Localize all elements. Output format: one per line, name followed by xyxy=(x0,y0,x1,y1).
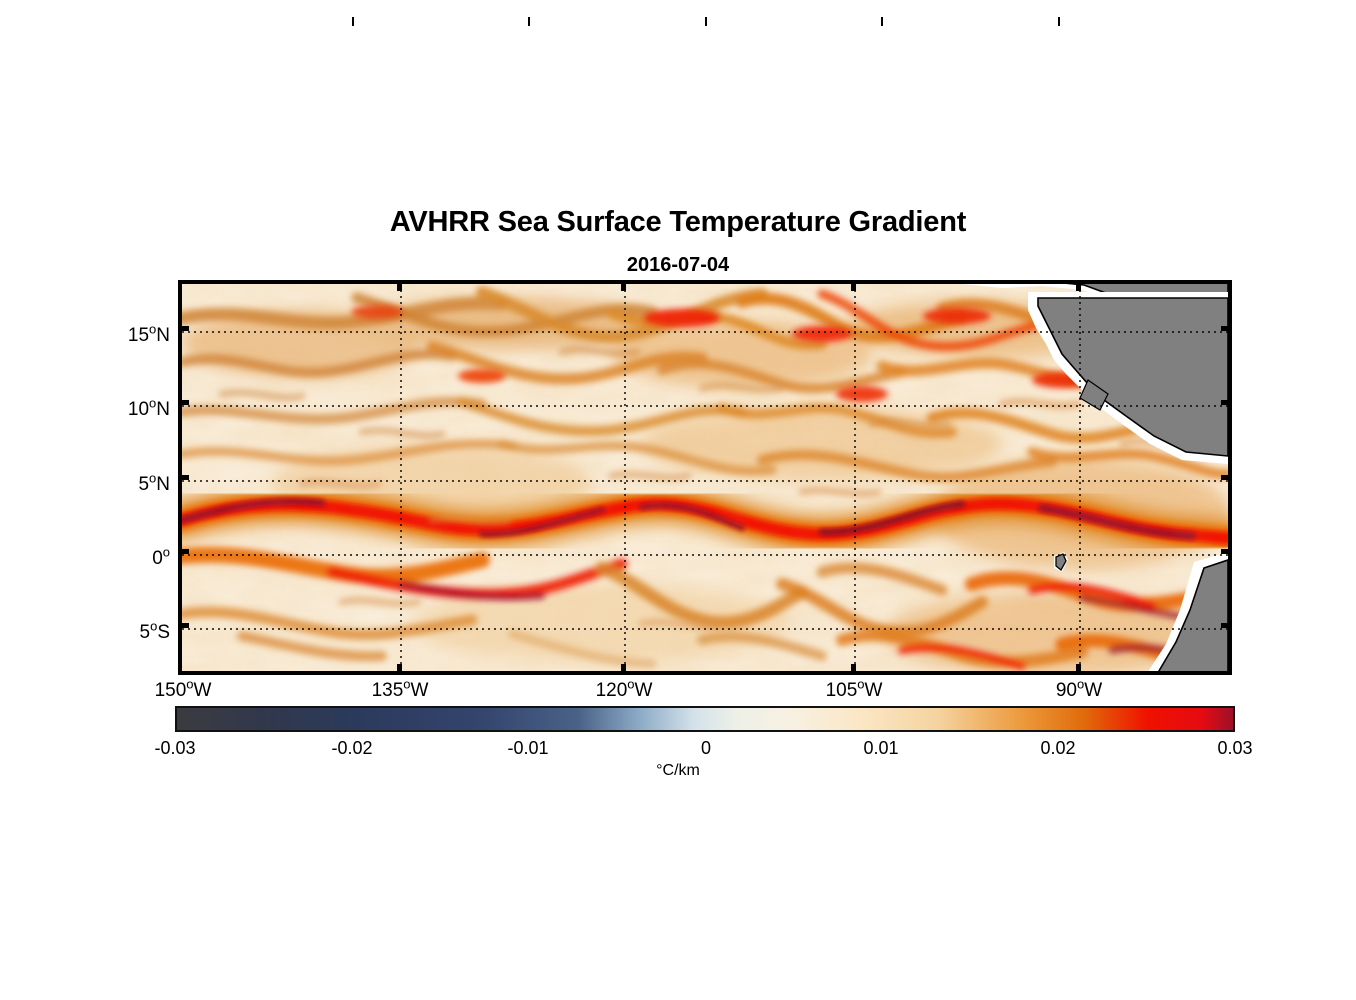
xtick-hemi-150: W xyxy=(193,680,212,701)
ytick-label-10N: 10oN xyxy=(90,395,170,421)
colorbar-label-0: 0 xyxy=(700,738,711,758)
ytick-mark-right-15N xyxy=(1221,326,1232,331)
ytick-hemi-10: N xyxy=(156,399,170,420)
colorbar-gradient xyxy=(177,708,1233,730)
ytick-mark-right-5N xyxy=(1221,475,1232,480)
ytick-mark-5N xyxy=(178,475,189,480)
ytick-mark-right-10N xyxy=(1221,400,1232,405)
degree-superscript-icon: o xyxy=(857,676,865,692)
map-canvas xyxy=(182,284,1228,671)
colorbar-label--0.02: -0.02 xyxy=(331,738,373,758)
xtick-label-150W: 150oW xyxy=(138,676,228,702)
colorbar-tick-0.01 xyxy=(881,17,883,26)
degree-superscript-icon: o xyxy=(149,470,157,486)
ytick-value-15: 15 xyxy=(127,325,150,346)
colorbar[interactable] xyxy=(175,706,1235,732)
xtick-value-135: 135 xyxy=(371,680,404,701)
xtick-mark-90W xyxy=(1076,664,1081,675)
xtick-value-150: 150 xyxy=(154,680,187,701)
xtick-hemi-90: W xyxy=(1084,680,1103,701)
ytick-mark-right-5S xyxy=(1221,623,1232,628)
xtick-mark-top-120W xyxy=(621,280,626,291)
degree-superscript-icon: o xyxy=(1076,676,1085,692)
xtick-mark-top-135W xyxy=(397,280,402,291)
degree-superscript-icon: o xyxy=(186,676,194,692)
xtick-value-120: 120 xyxy=(595,680,628,701)
ytick-value-5s: 5 xyxy=(139,622,151,643)
xtick-label-90W: 90oW xyxy=(1034,676,1124,702)
colorbar-tick--0.01 xyxy=(528,17,530,26)
ytick-hemi-15: N xyxy=(156,325,170,346)
colorbar-label-0.01: 0.01 xyxy=(863,738,899,758)
degree-superscript-icon: o xyxy=(627,676,635,692)
colorbar-tick-0 xyxy=(705,17,707,26)
ytick-value-0: 0 xyxy=(152,548,163,569)
xtick-mark-135W xyxy=(397,664,402,675)
colorbar-label--0.03: -0.03 xyxy=(154,738,196,758)
xtick-value-105: 105 xyxy=(825,680,858,701)
xtick-value-90: 90 xyxy=(1055,680,1077,701)
page-subtitle: 2016-07-04 xyxy=(626,254,730,276)
colorbar-tick--0.02 xyxy=(352,17,354,26)
land-south-america xyxy=(1158,559,1228,671)
colorbar-label-0.03: 0.03 xyxy=(1217,738,1253,758)
land-isthmus-notch xyxy=(1079,379,1109,411)
ytick-value-5n: 5 xyxy=(138,474,150,495)
colorbar-tick-0.02 xyxy=(1058,17,1060,26)
xtick-label-120W: 120oW xyxy=(579,676,669,702)
colorbar-unit-label: °C/km xyxy=(656,762,700,779)
xtick-label-135W: 135oW xyxy=(355,676,445,702)
page-title: AVHRR Sea Surface Temperature Gradient xyxy=(389,206,967,238)
ytick-mark-right-0 xyxy=(1221,549,1232,554)
degree-superscript-icon: o xyxy=(150,618,158,634)
ytick-mark-0 xyxy=(178,549,189,554)
ytick-label-0: 0o xyxy=(90,544,170,570)
colorbar-label-0.02: 0.02 xyxy=(1040,738,1076,758)
ytick-mark-15N xyxy=(178,326,189,331)
ytick-label-5N: 5oN xyxy=(90,470,170,496)
ytick-label-5S: 5oS xyxy=(90,618,171,644)
xtick-hemi-120: W xyxy=(634,680,653,701)
ytick-hemi-5s: S xyxy=(157,622,170,643)
ytick-hemi-5n: N xyxy=(156,474,170,495)
xtick-mark-top-105W xyxy=(851,280,856,291)
degree-superscript-icon: o xyxy=(403,676,411,692)
degree-superscript-icon: o xyxy=(149,321,157,337)
xtick-mark-120W xyxy=(621,664,626,675)
sst-gradient-heatmap xyxy=(182,284,1228,671)
ytick-mark-10N xyxy=(178,400,189,405)
xtick-mark-top-90W xyxy=(1076,280,1081,291)
map-gridlines xyxy=(182,284,1228,671)
ytick-value-10: 10 xyxy=(127,399,150,420)
land-galapagos xyxy=(1055,553,1067,571)
colorbar-label--0.01: -0.01 xyxy=(507,738,549,758)
ytick-label-15N: 15oN xyxy=(90,321,170,347)
ytick-mark-5S xyxy=(178,623,189,628)
xtick-hemi-135: W xyxy=(410,680,429,701)
xtick-mark-105W xyxy=(851,664,856,675)
xtick-label-105W: 105oW xyxy=(809,676,899,702)
degree-superscript-icon: o xyxy=(149,395,157,411)
xtick-hemi-105: W xyxy=(864,680,883,701)
degree-superscript-icon: o xyxy=(162,544,170,560)
map-axes xyxy=(178,280,1232,675)
